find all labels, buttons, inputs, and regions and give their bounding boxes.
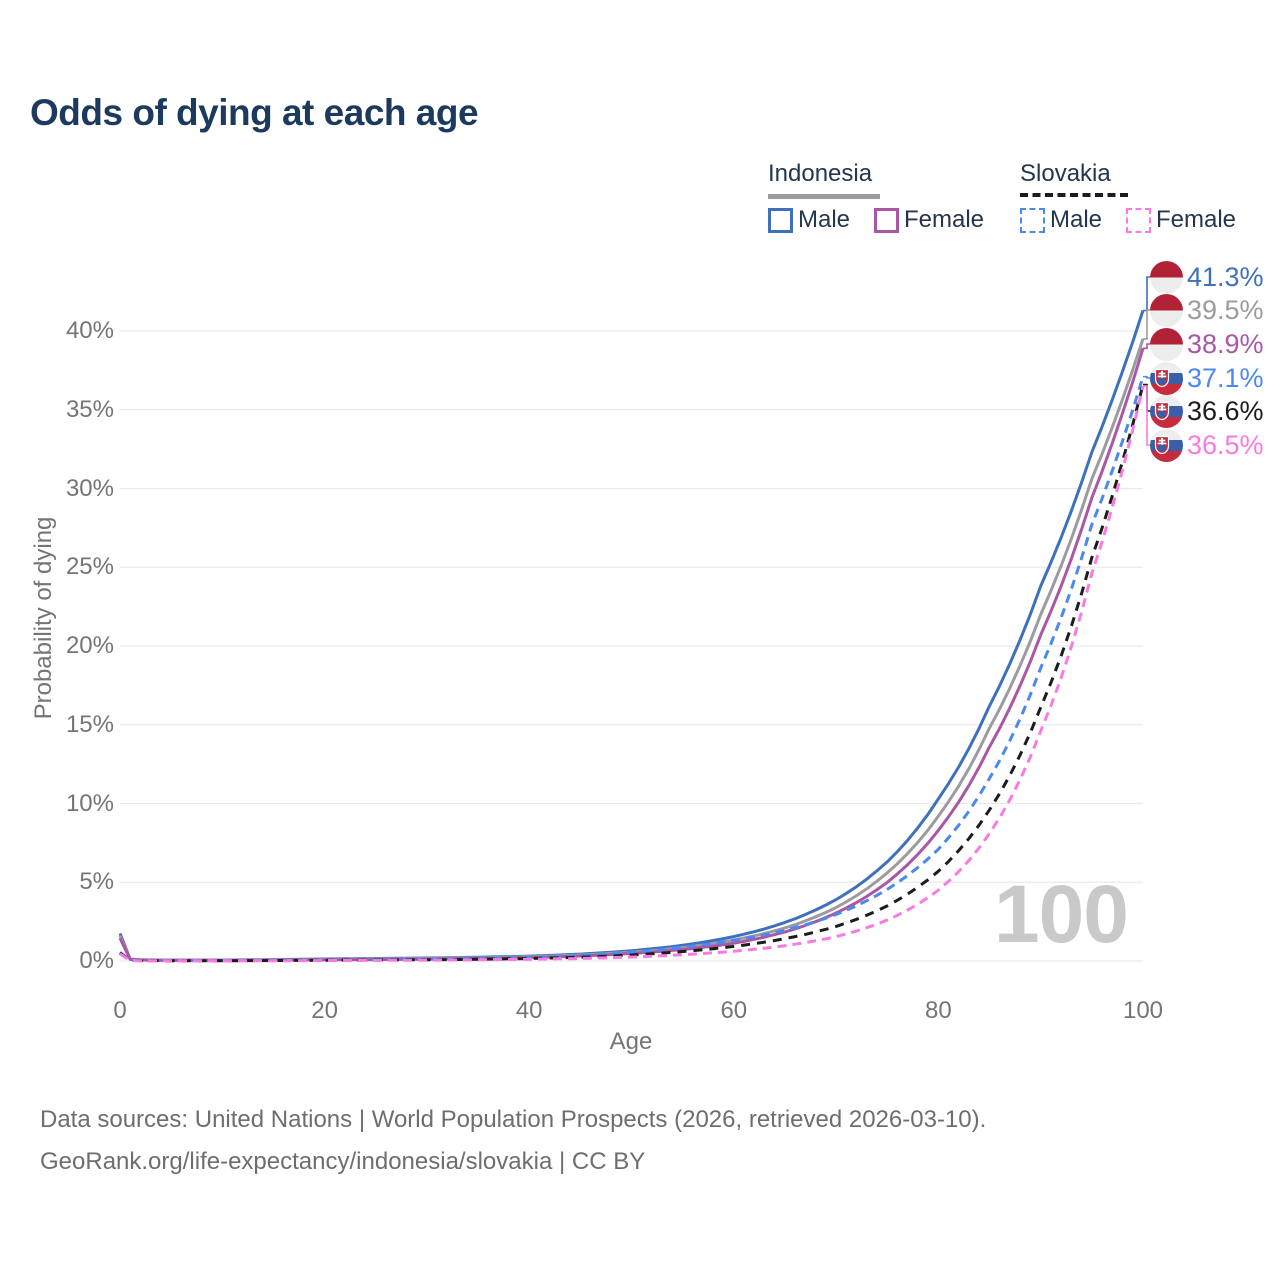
slovakia-female-swatch bbox=[1126, 207, 1151, 233]
x-tick-label: 40 bbox=[515, 997, 543, 1024]
y-tick-label: 5% bbox=[79, 868, 114, 896]
y-tick-label: 0% bbox=[79, 947, 114, 974]
end-label-value: 38.9% bbox=[1187, 328, 1264, 359]
legend-item-indonesia-male[interactable]: Male bbox=[768, 206, 850, 234]
series-line-indonesia bbox=[118, 338, 1145, 962]
series-line-indonesia-male bbox=[118, 310, 1145, 962]
indonesia-line-swatch bbox=[768, 194, 880, 199]
end-label-value: 37.1% bbox=[1187, 362, 1264, 393]
x-axis-title: Age bbox=[609, 1028, 653, 1055]
legend-item-label: Male bbox=[798, 206, 851, 233]
x-tick-label: 100 bbox=[1122, 997, 1164, 1024]
y-tick-label: 20% bbox=[65, 632, 114, 659]
end-label-value: 36.5% bbox=[1187, 429, 1264, 460]
x-tick-label: 80 bbox=[925, 997, 952, 1024]
chart-title: Odds of dying at each age bbox=[30, 92, 479, 133]
end-label-slovakia: 36.6% bbox=[1150, 394, 1264, 428]
slovakia-flag bbox=[1150, 394, 1183, 428]
end-label-indonesia-male: 41.3% bbox=[1150, 260, 1264, 294]
x-tick-label: 20 bbox=[311, 997, 338, 1024]
end-label-indonesia: 39.5% bbox=[1150, 293, 1264, 327]
footer-source-line: Data sources: United Nations | World Pop… bbox=[40, 1106, 987, 1133]
end-label-slovakia-female: 36.5% bbox=[1150, 428, 1264, 462]
legend-item-slovakia-male[interactable]: Male bbox=[1020, 206, 1102, 234]
x-tick-label: 60 bbox=[720, 997, 748, 1024]
y-tick-label: 35% bbox=[65, 395, 114, 423]
legend: Indonesia Slovakia Male Female Male Fema… bbox=[768, 160, 1246, 246]
indonesia-female-swatch bbox=[874, 207, 899, 233]
slovakia-line-swatch bbox=[1020, 193, 1128, 197]
y-tick-label: 25% bbox=[65, 553, 114, 581]
legend-item-label: Female bbox=[1156, 206, 1237, 233]
series-line-slovakia-male bbox=[119, 376, 1145, 963]
footer-attribution-line: GeoRank.org/life-expectancy/indonesia/sl… bbox=[40, 1148, 646, 1175]
slovakia-flag bbox=[1150, 428, 1183, 462]
indonesia-flag bbox=[1150, 327, 1183, 361]
series-line-slovakia-female bbox=[119, 385, 1145, 963]
y-tick-label: 40% bbox=[65, 317, 114, 344]
end-label-slovakia-male: 37.1% bbox=[1150, 361, 1264, 395]
legend-item-label: Male bbox=[1050, 206, 1103, 233]
end-label-indonesia-female: 38.9% bbox=[1150, 327, 1264, 361]
y-axis-title: Probability of dying bbox=[30, 516, 57, 720]
x-tick-label: 0 bbox=[113, 997, 127, 1024]
series-line-slovakia bbox=[119, 384, 1145, 963]
series-line-indonesia-female bbox=[118, 347, 1145, 962]
end-label-value: 36.6% bbox=[1187, 395, 1264, 426]
legend-item-label: Female bbox=[904, 206, 985, 233]
legend-group-indonesia[interactable]: Indonesia bbox=[768, 160, 873, 187]
legend-group-slovakia[interactable]: Slovakia bbox=[1020, 160, 1111, 187]
legend-item-slovakia-female[interactable]: Female bbox=[1126, 206, 1236, 234]
slovakia-flag bbox=[1150, 361, 1183, 395]
indonesia-flag bbox=[1150, 293, 1183, 327]
end-label-value: 41.3% bbox=[1187, 261, 1264, 292]
y-tick-label: 30% bbox=[65, 474, 114, 502]
y-tick-label: 10% bbox=[65, 789, 114, 817]
y-tick-label: 15% bbox=[65, 710, 114, 738]
legend-item-indonesia-female[interactable]: Female bbox=[874, 206, 984, 234]
indonesia-male-swatch bbox=[768, 207, 793, 233]
indonesia-flag bbox=[1150, 260, 1183, 294]
slovakia-male-swatch bbox=[1020, 207, 1045, 233]
end-label-value: 39.5% bbox=[1187, 294, 1264, 325]
age-watermark: 100 bbox=[994, 869, 1129, 960]
